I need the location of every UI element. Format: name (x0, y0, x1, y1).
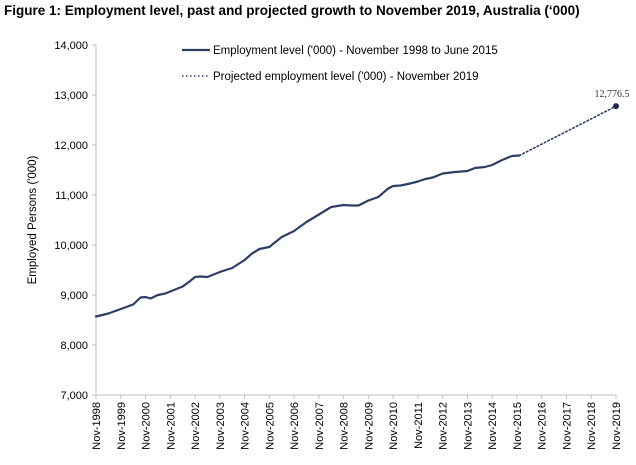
x-tick-label: Nov-2006 (289, 402, 301, 450)
series-line-actual (94, 154, 521, 318)
x-tick-label: Nov-2015 (512, 402, 524, 450)
y-tick-label: 11,000 (55, 190, 88, 202)
x-tick-label: Nov-2002 (190, 402, 202, 450)
projected-value-label: 12,776.5 (595, 89, 630, 100)
annotations: 12,776.5 (595, 89, 630, 110)
x-tick-label: Nov-2014 (487, 402, 499, 450)
x-tick-label: Nov-2011 (413, 402, 425, 449)
x-tick-label: Nov-2016 (537, 402, 549, 450)
x-tick-label: Nov-2010 (388, 402, 400, 450)
y-axis-label: Employed Persons ('000) (27, 155, 39, 284)
legend-label-actual: Employment level ('000) - November 1998 … (213, 45, 498, 57)
x-tick-label: Nov-2013 (462, 402, 474, 450)
x-tick-label: Nov-2004 (240, 402, 252, 450)
y-tick-label: 13,000 (54, 90, 88, 102)
x-tick-label: Nov-2018 (586, 402, 598, 450)
legend: Employment level ('000) - November 1998 … (182, 45, 498, 83)
x-tick-label: Nov-2017 (561, 402, 573, 450)
x-tick-label: Nov-2008 (339, 402, 351, 450)
y-tick-label: 8,000 (60, 340, 88, 352)
x-tick-label: Nov-2009 (363, 402, 375, 450)
figure-title: Figure 1: Employment level, past and pro… (4, 3, 580, 18)
x-tick-label: Nov-2012 (438, 402, 450, 450)
x-tick-label: Nov-2005 (264, 402, 276, 450)
x-tick-label: Nov-1998 (91, 402, 103, 450)
x-tick-label: Nov-2003 (215, 402, 227, 450)
x-tick-label: Nov-2007 (314, 402, 326, 450)
y-tick-label: 9,000 (60, 290, 88, 302)
x-tick-label: Nov-2001 (165, 402, 177, 450)
y-tick-label: 10,000 (54, 240, 88, 252)
x-tick-label: Nov-2000 (141, 402, 153, 450)
x-tick-label: Nov-1999 (116, 402, 128, 450)
series-line-projected (518, 105, 617, 157)
y-tick-label: 12,000 (54, 140, 88, 152)
series-group (94, 105, 617, 318)
projected-end-point (613, 103, 619, 110)
legend-label-projected: Projected employment level ('000) - Nove… (213, 71, 479, 83)
y-tick-label: 14,000 (54, 40, 88, 52)
y-tick-label: 7,000 (60, 390, 88, 402)
y-axis-ticks: 7,000 8,000 9,000 10,000 11,000 12,000 13,000 1… (54, 40, 96, 402)
x-tick-label: Nov-2019 (611, 402, 623, 450)
x-axis-ticks: Nov-1998 Nov-1999 Nov-2000 Nov-2001 Nov-2002… (91, 395, 623, 450)
